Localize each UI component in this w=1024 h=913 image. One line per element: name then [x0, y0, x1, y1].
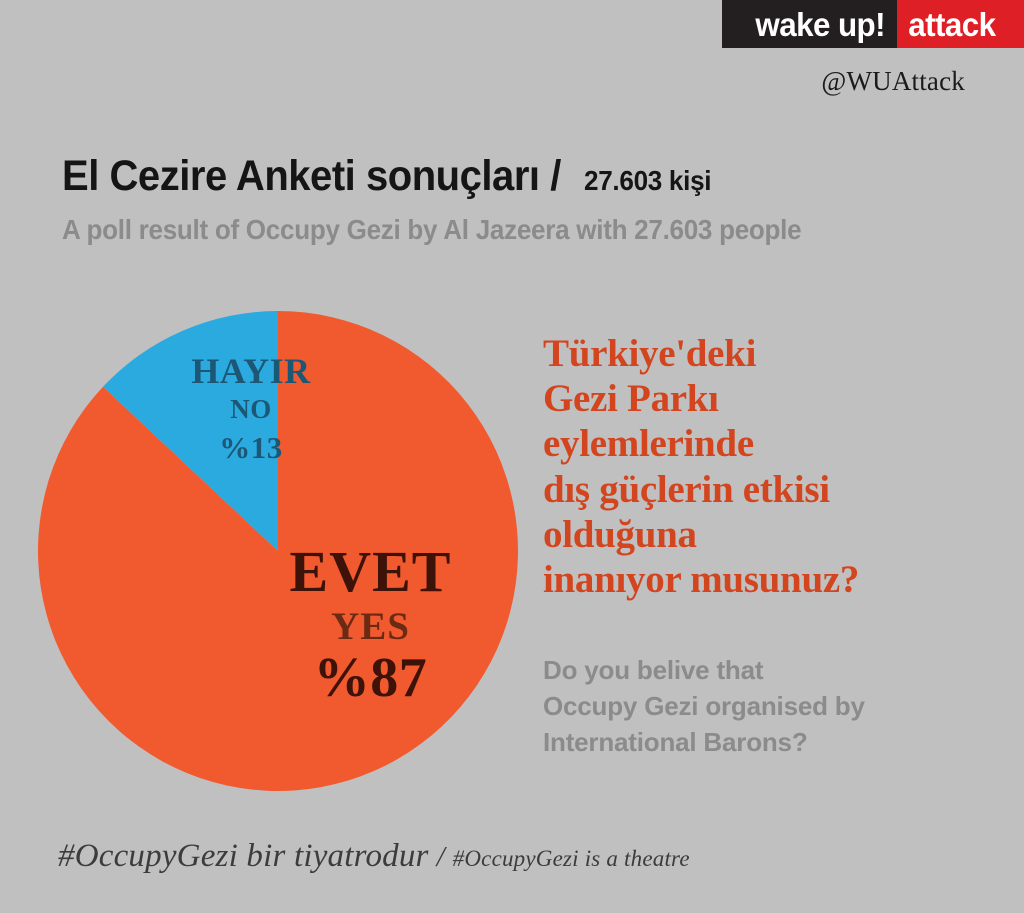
- logo-attack-block: attack: [897, 0, 1024, 48]
- question-tr-line-0: Türkiye'deki: [543, 332, 757, 375]
- logo-attack-text: attack: [908, 5, 996, 43]
- footer-hashtag-english: #OccupyGezi is a theatre: [452, 846, 690, 871]
- footer-hashtag-turkish: #OccupyGezi bir tiyatrodur: [58, 838, 429, 874]
- footer-separator: /: [436, 841, 445, 873]
- question-tr-line-4: olduğuna: [543, 512, 697, 556]
- poll-pie-chart: HAYIR NO %13 EVET YES %87: [38, 311, 518, 791]
- question-en-line-1: Occupy Gezi organised by: [543, 690, 865, 721]
- question-tr-line-2: eylemlerinde: [543, 422, 754, 466]
- page-title-main: El Cezire Anketi sonuçları /: [62, 152, 561, 200]
- page-title: El Cezire Anketi sonuçları / 27.603 kişi: [62, 152, 721, 201]
- question-tr-line-3: dış güçlerin etkisi: [543, 467, 830, 511]
- pie-slice-evet-yes: [38, 311, 518, 791]
- footer-hashtag: #OccupyGezi bir tiyatrodur / #OccupyGezi…: [58, 838, 690, 875]
- poll-question-english: Do you belive that Occupy Gezi organised …: [543, 653, 1013, 761]
- question-tr-line-5: inanıyor musunuz?: [543, 558, 860, 602]
- pie-slice-hayir-no: [103, 311, 278, 551]
- logo-wakeup-text: wake up!: [755, 5, 885, 43]
- wake-up-attack-logo: wake up! attack: [722, 0, 1024, 48]
- question-en-line-0: Do you belive that: [543, 655, 764, 685]
- pie-chart-svg: [38, 311, 518, 791]
- page-title-respondent-count: 27.603 kişi: [584, 165, 712, 196]
- twitter-handle: @WUAttack: [821, 66, 965, 96]
- logo-wakeup-block: wake up!: [722, 0, 897, 48]
- question-en-line-2: International Barons?: [543, 726, 808, 757]
- poll-question-turkish: Türkiye'deki Gezi Parkı eylemlerinde dış gü…: [543, 331, 1013, 602]
- question-tr-line-1: Gezi Parkı: [543, 377, 719, 421]
- page-subtitle: A poll result of Occupy Gezi by Al Jazee…: [62, 214, 802, 245]
